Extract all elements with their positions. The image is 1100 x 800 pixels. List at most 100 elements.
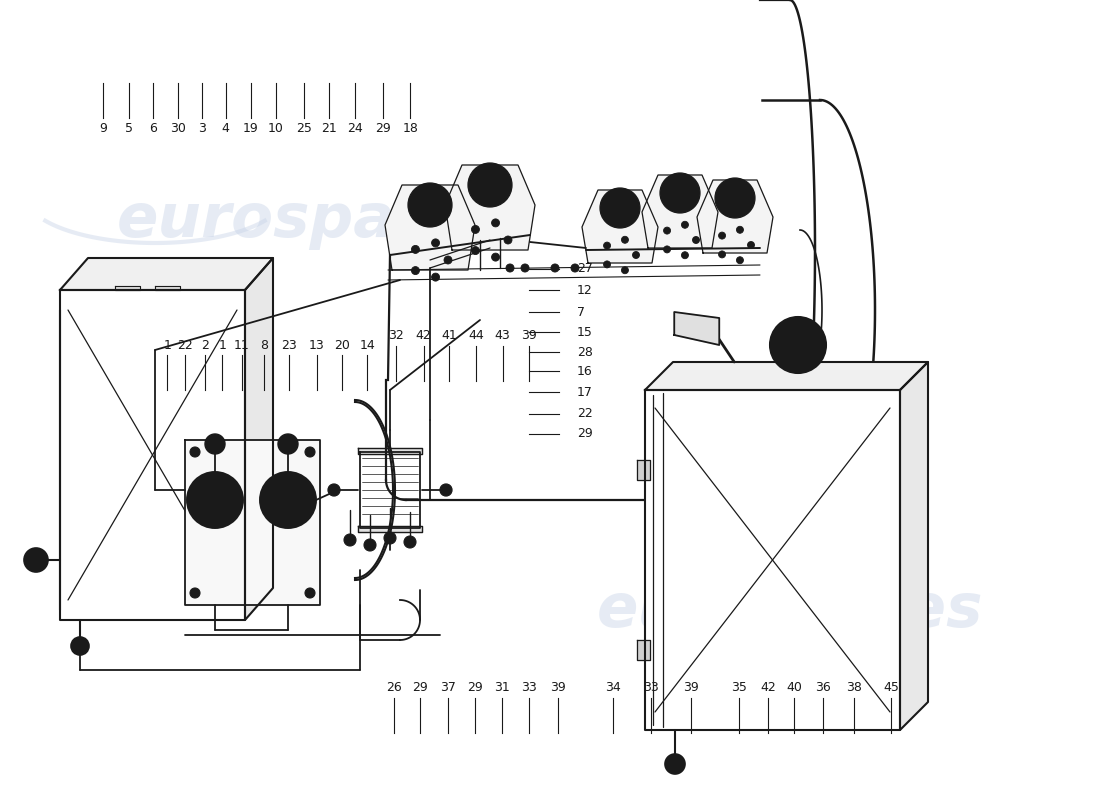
Text: 39: 39 <box>683 681 698 694</box>
Text: 29: 29 <box>375 122 390 135</box>
Circle shape <box>604 261 611 268</box>
Text: 6: 6 <box>148 122 157 135</box>
Polygon shape <box>60 290 245 620</box>
Polygon shape <box>185 440 320 605</box>
Circle shape <box>718 232 726 239</box>
Circle shape <box>411 246 419 254</box>
Text: 31: 31 <box>494 681 509 694</box>
Circle shape <box>205 434 225 454</box>
Circle shape <box>660 173 700 213</box>
Circle shape <box>197 482 233 518</box>
Text: 17: 17 <box>576 386 593 398</box>
Text: 23: 23 <box>282 338 297 352</box>
Circle shape <box>492 219 499 227</box>
Circle shape <box>723 186 747 210</box>
Circle shape <box>663 227 671 234</box>
Circle shape <box>600 188 640 228</box>
Circle shape <box>190 447 200 457</box>
Circle shape <box>715 178 755 218</box>
Text: 7: 7 <box>576 306 585 318</box>
Polygon shape <box>645 390 900 730</box>
Text: 43: 43 <box>495 329 510 342</box>
Text: 22: 22 <box>177 338 192 352</box>
Circle shape <box>431 273 440 281</box>
Text: 21: 21 <box>321 122 337 135</box>
Text: 4: 4 <box>221 122 230 135</box>
Circle shape <box>492 253 499 261</box>
Circle shape <box>440 484 452 496</box>
Polygon shape <box>155 286 180 290</box>
Circle shape <box>666 754 685 774</box>
Text: 10: 10 <box>268 122 284 135</box>
Circle shape <box>718 251 726 258</box>
Text: 41: 41 <box>441 329 456 342</box>
Text: 42: 42 <box>760 681 775 694</box>
Text: 11: 11 <box>234 338 250 352</box>
Circle shape <box>270 482 306 518</box>
Circle shape <box>736 257 744 264</box>
Polygon shape <box>642 175 718 248</box>
Circle shape <box>72 637 89 655</box>
Circle shape <box>504 236 512 244</box>
Text: 29: 29 <box>576 427 593 440</box>
Text: 24: 24 <box>348 122 363 135</box>
Text: 5: 5 <box>124 122 133 135</box>
Circle shape <box>736 226 744 234</box>
Text: 28: 28 <box>576 346 593 358</box>
Circle shape <box>571 264 579 272</box>
Text: 18: 18 <box>403 122 418 135</box>
Text: 3: 3 <box>198 122 207 135</box>
Circle shape <box>444 256 452 264</box>
Text: 36: 36 <box>815 681 830 694</box>
Text: 1: 1 <box>163 338 172 352</box>
Circle shape <box>260 472 316 528</box>
Text: 34: 34 <box>605 681 620 694</box>
Text: 26: 26 <box>386 681 402 694</box>
Circle shape <box>24 548 48 572</box>
Circle shape <box>344 534 356 546</box>
Circle shape <box>551 264 559 272</box>
Text: 35: 35 <box>732 681 747 694</box>
Text: 8: 8 <box>260 338 268 352</box>
Circle shape <box>748 242 755 249</box>
Circle shape <box>384 532 396 544</box>
Circle shape <box>328 484 340 496</box>
Polygon shape <box>245 258 273 620</box>
Polygon shape <box>116 286 140 290</box>
Circle shape <box>770 317 826 373</box>
Text: 13: 13 <box>309 338 324 352</box>
Text: 33: 33 <box>644 681 659 694</box>
Circle shape <box>521 264 529 272</box>
Text: 44: 44 <box>469 329 484 342</box>
Polygon shape <box>60 258 273 290</box>
Text: 39: 39 <box>521 329 537 342</box>
Text: 39: 39 <box>550 681 565 694</box>
Circle shape <box>278 434 298 454</box>
Circle shape <box>604 242 611 249</box>
Polygon shape <box>358 526 422 532</box>
Circle shape <box>681 222 689 228</box>
Text: 42: 42 <box>416 329 431 342</box>
Circle shape <box>411 266 419 274</box>
Text: 16: 16 <box>576 365 593 378</box>
Polygon shape <box>637 460 650 480</box>
Text: 25: 25 <box>296 122 311 135</box>
Text: 45: 45 <box>883 681 899 694</box>
Text: 29: 29 <box>468 681 483 694</box>
Circle shape <box>468 163 512 207</box>
Circle shape <box>621 236 628 243</box>
Text: 30: 30 <box>170 122 186 135</box>
Text: 33: 33 <box>521 681 537 694</box>
Polygon shape <box>697 180 773 253</box>
Circle shape <box>305 447 315 457</box>
Polygon shape <box>637 640 650 660</box>
Polygon shape <box>385 185 475 270</box>
Text: 40: 40 <box>786 681 802 694</box>
Circle shape <box>621 266 628 274</box>
Text: eurospares: eurospares <box>117 190 504 250</box>
Circle shape <box>404 536 416 548</box>
Polygon shape <box>358 448 422 454</box>
Text: 9: 9 <box>99 122 108 135</box>
Circle shape <box>190 588 200 598</box>
Text: 1: 1 <box>218 338 227 352</box>
